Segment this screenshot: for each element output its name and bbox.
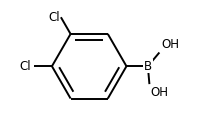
Text: OH: OH (151, 86, 169, 99)
Text: OH: OH (162, 38, 179, 51)
Text: B: B (144, 60, 152, 73)
Text: Cl: Cl (48, 11, 60, 24)
Text: Cl: Cl (20, 60, 31, 73)
